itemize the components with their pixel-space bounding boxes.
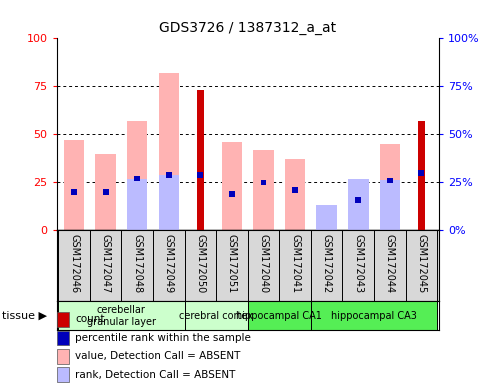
Bar (348, 179, 368, 230)
Bar (95, 154, 116, 230)
Bar (317, 205, 337, 230)
Text: GSM172040: GSM172040 (258, 234, 269, 293)
Bar (64, 140, 84, 230)
Bar (166, 172, 172, 177)
Bar (261, 180, 267, 185)
Text: percentile rank within the sample: percentile rank within the sample (75, 333, 251, 343)
Bar (197, 172, 203, 177)
Bar (159, 175, 179, 230)
Text: hippocampal CA3: hippocampal CA3 (331, 311, 417, 321)
Bar (71, 189, 77, 195)
Text: count: count (75, 314, 105, 324)
Bar (247, 301, 311, 330)
Bar (197, 90, 204, 230)
Bar (419, 170, 424, 176)
Bar (222, 142, 242, 230)
Text: cerebellar
granular layer: cerebellar granular layer (87, 305, 156, 327)
Bar (134, 176, 140, 181)
Text: GSM172043: GSM172043 (353, 234, 363, 293)
Bar (127, 121, 147, 230)
Text: GSM172051: GSM172051 (227, 234, 237, 293)
Bar (355, 197, 361, 203)
Text: GSM172044: GSM172044 (385, 234, 395, 293)
Bar (159, 73, 179, 230)
Bar (229, 191, 235, 197)
Text: value, Detection Call = ABSENT: value, Detection Call = ABSENT (75, 351, 241, 361)
Text: tissue ▶: tissue ▶ (2, 311, 47, 321)
Bar (285, 159, 305, 230)
Bar (311, 301, 437, 330)
Text: GSM172050: GSM172050 (195, 234, 206, 293)
Bar (253, 150, 274, 230)
Title: GDS3726 / 1387312_a_at: GDS3726 / 1387312_a_at (159, 21, 336, 35)
Text: GSM172047: GSM172047 (101, 234, 110, 293)
Bar (58, 301, 184, 330)
Bar (317, 205, 337, 230)
Bar (184, 301, 247, 330)
Text: GSM172041: GSM172041 (290, 234, 300, 293)
Bar (380, 180, 400, 230)
Bar (103, 189, 108, 195)
Text: hippocampal CA1: hippocampal CA1 (236, 311, 322, 321)
Text: GSM172042: GSM172042 (321, 234, 332, 293)
Text: GSM172048: GSM172048 (132, 234, 142, 293)
Text: GSM172049: GSM172049 (164, 234, 174, 293)
Bar (418, 121, 425, 230)
Text: cerebral cortex: cerebral cortex (179, 311, 253, 321)
Bar (127, 179, 147, 230)
Text: GSM172046: GSM172046 (69, 234, 79, 293)
Text: GSM172045: GSM172045 (417, 234, 426, 293)
Bar (380, 144, 400, 230)
Bar (292, 187, 298, 193)
Bar (387, 177, 393, 184)
Text: rank, Detection Call = ABSENT: rank, Detection Call = ABSENT (75, 370, 236, 380)
